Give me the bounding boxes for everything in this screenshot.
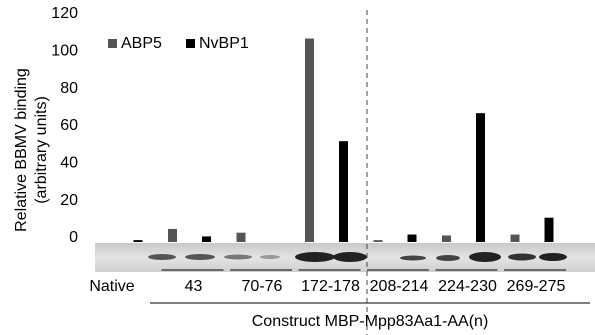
y-tick-label: 100 bbox=[51, 43, 78, 60]
y-axis-title: (arbitrary units) bbox=[33, 96, 50, 204]
x-tick-label: 208-214 bbox=[370, 278, 429, 295]
y-tick-label: 20 bbox=[60, 192, 78, 209]
y-tick-label: 80 bbox=[60, 80, 78, 97]
bar bbox=[202, 236, 211, 242]
bar bbox=[168, 229, 177, 242]
bar bbox=[374, 240, 383, 242]
bar bbox=[545, 218, 554, 242]
x-axis-title: Construct MBP-Mpp83Aa1-AA(n) bbox=[252, 313, 489, 330]
x-tick-label: 224-230 bbox=[438, 278, 497, 295]
legend-label: ABP5 bbox=[121, 35, 162, 52]
legend-swatch bbox=[186, 39, 195, 48]
bar bbox=[476, 113, 485, 242]
bar bbox=[237, 233, 246, 242]
y-tick-label: 120 bbox=[51, 5, 78, 22]
bar bbox=[511, 235, 520, 242]
bar bbox=[442, 235, 451, 242]
bar bbox=[134, 240, 143, 242]
chart: Relative BBMV binding (arbitrary units) … bbox=[0, 0, 595, 335]
legend-swatch bbox=[108, 39, 117, 48]
x-tick-label: 269-275 bbox=[507, 278, 566, 295]
y-tick-label: 40 bbox=[60, 155, 78, 172]
y-tick-label: 0 bbox=[69, 229, 78, 246]
legend-label: NvBP1 bbox=[199, 35, 249, 52]
x-tick-label: 70-76 bbox=[242, 278, 283, 295]
x-tick-label: 172-178 bbox=[301, 278, 360, 295]
bar bbox=[339, 141, 348, 242]
y-axis-title: Relative BBMV binding bbox=[13, 68, 30, 232]
y-tick-label: 60 bbox=[60, 117, 78, 134]
x-tick-label: Native bbox=[89, 278, 134, 295]
bar bbox=[305, 39, 314, 242]
bar bbox=[408, 235, 417, 242]
x-tick-label: 43 bbox=[185, 278, 203, 295]
